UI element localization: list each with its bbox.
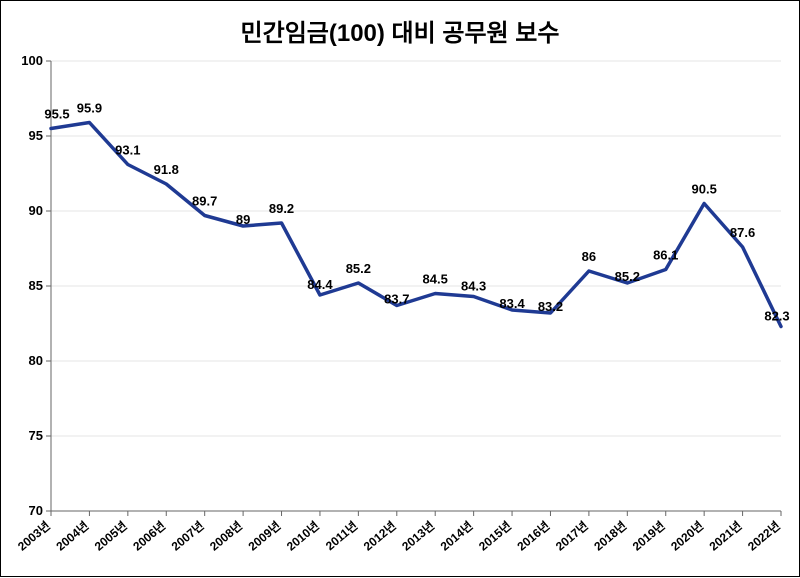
chart-title: 민간임금(100) 대비 공무원 보수 xyxy=(1,13,799,48)
x-tick-label: 2011년 xyxy=(323,519,360,554)
y-tick-label: 80 xyxy=(29,353,43,368)
data-point-label: 84.5 xyxy=(423,272,448,287)
data-point-label: 84.4 xyxy=(307,277,333,292)
data-point-label: 89 xyxy=(236,212,250,227)
x-tick-label: 2020년 xyxy=(668,519,706,554)
data-point-label: 83.7 xyxy=(384,292,409,307)
y-tick-label: 100 xyxy=(21,53,43,68)
x-tick-label: 2009년 xyxy=(246,519,284,554)
data-point-label: 82.3 xyxy=(764,309,789,324)
x-tick-label: 2021년 xyxy=(707,519,745,554)
y-tick-label: 90 xyxy=(29,203,43,218)
x-tick-label: 2012년 xyxy=(361,519,399,554)
x-tick-label: 2018년 xyxy=(591,519,629,554)
data-point-label: 83.2 xyxy=(538,299,563,314)
data-point-label: 95.9 xyxy=(77,101,102,116)
data-point-label: 89.2 xyxy=(269,201,294,216)
x-tick-label: 2010년 xyxy=(284,519,322,554)
data-point-label: 83.4 xyxy=(499,296,525,311)
x-tick-label: 2006년 xyxy=(130,519,168,554)
chart-plot-area: 70 75 80 85 90 95 100 2003년2004년2005년2006년2007년… xyxy=(1,1,800,578)
data-point-label: 85.2 xyxy=(615,269,640,284)
x-tick-label: 2007년 xyxy=(169,519,207,554)
data-point-label: 95.5 xyxy=(44,107,69,122)
x-tick-label: 2019년 xyxy=(630,519,668,554)
x-tick-label: 2014년 xyxy=(438,519,476,554)
data-point-label: 91.8 xyxy=(154,162,179,177)
y-tick-label: 70 xyxy=(29,503,43,518)
x-tick-label: 2022년 xyxy=(745,519,783,554)
data-point-label: 85.2 xyxy=(346,261,371,276)
x-tick-label: 2008년 xyxy=(207,519,245,554)
y-tick-label: 85 xyxy=(29,278,43,293)
x-tick-label: 2013년 xyxy=(399,519,437,554)
chart-container: 민간임금(100) 대비 공무원 보수 70 75 80 85 90 95 100 2003년… xyxy=(1,1,799,576)
data-point-label: 93.1 xyxy=(115,143,140,158)
y-tick-label: 95 xyxy=(29,128,43,143)
x-tick-label: 2004년 xyxy=(53,519,91,554)
x-tick-label: 2015년 xyxy=(476,519,514,554)
data-point-label: 86 xyxy=(582,249,596,264)
data-point-label: 87.6 xyxy=(730,225,755,240)
data-point-label: 84.3 xyxy=(461,279,486,294)
data-point-label: 86.1 xyxy=(653,248,678,263)
x-tick-label: 2003년 xyxy=(15,519,53,554)
x-tick-label: 2005년 xyxy=(92,519,130,554)
data-point-label: 89.7 xyxy=(192,194,217,209)
data-point-label: 90.5 xyxy=(692,182,717,197)
x-tick-label: 2017년 xyxy=(553,519,591,554)
x-tick-label: 2016년 xyxy=(514,519,552,554)
y-tick-label: 75 xyxy=(29,428,43,443)
data-line xyxy=(51,123,781,327)
